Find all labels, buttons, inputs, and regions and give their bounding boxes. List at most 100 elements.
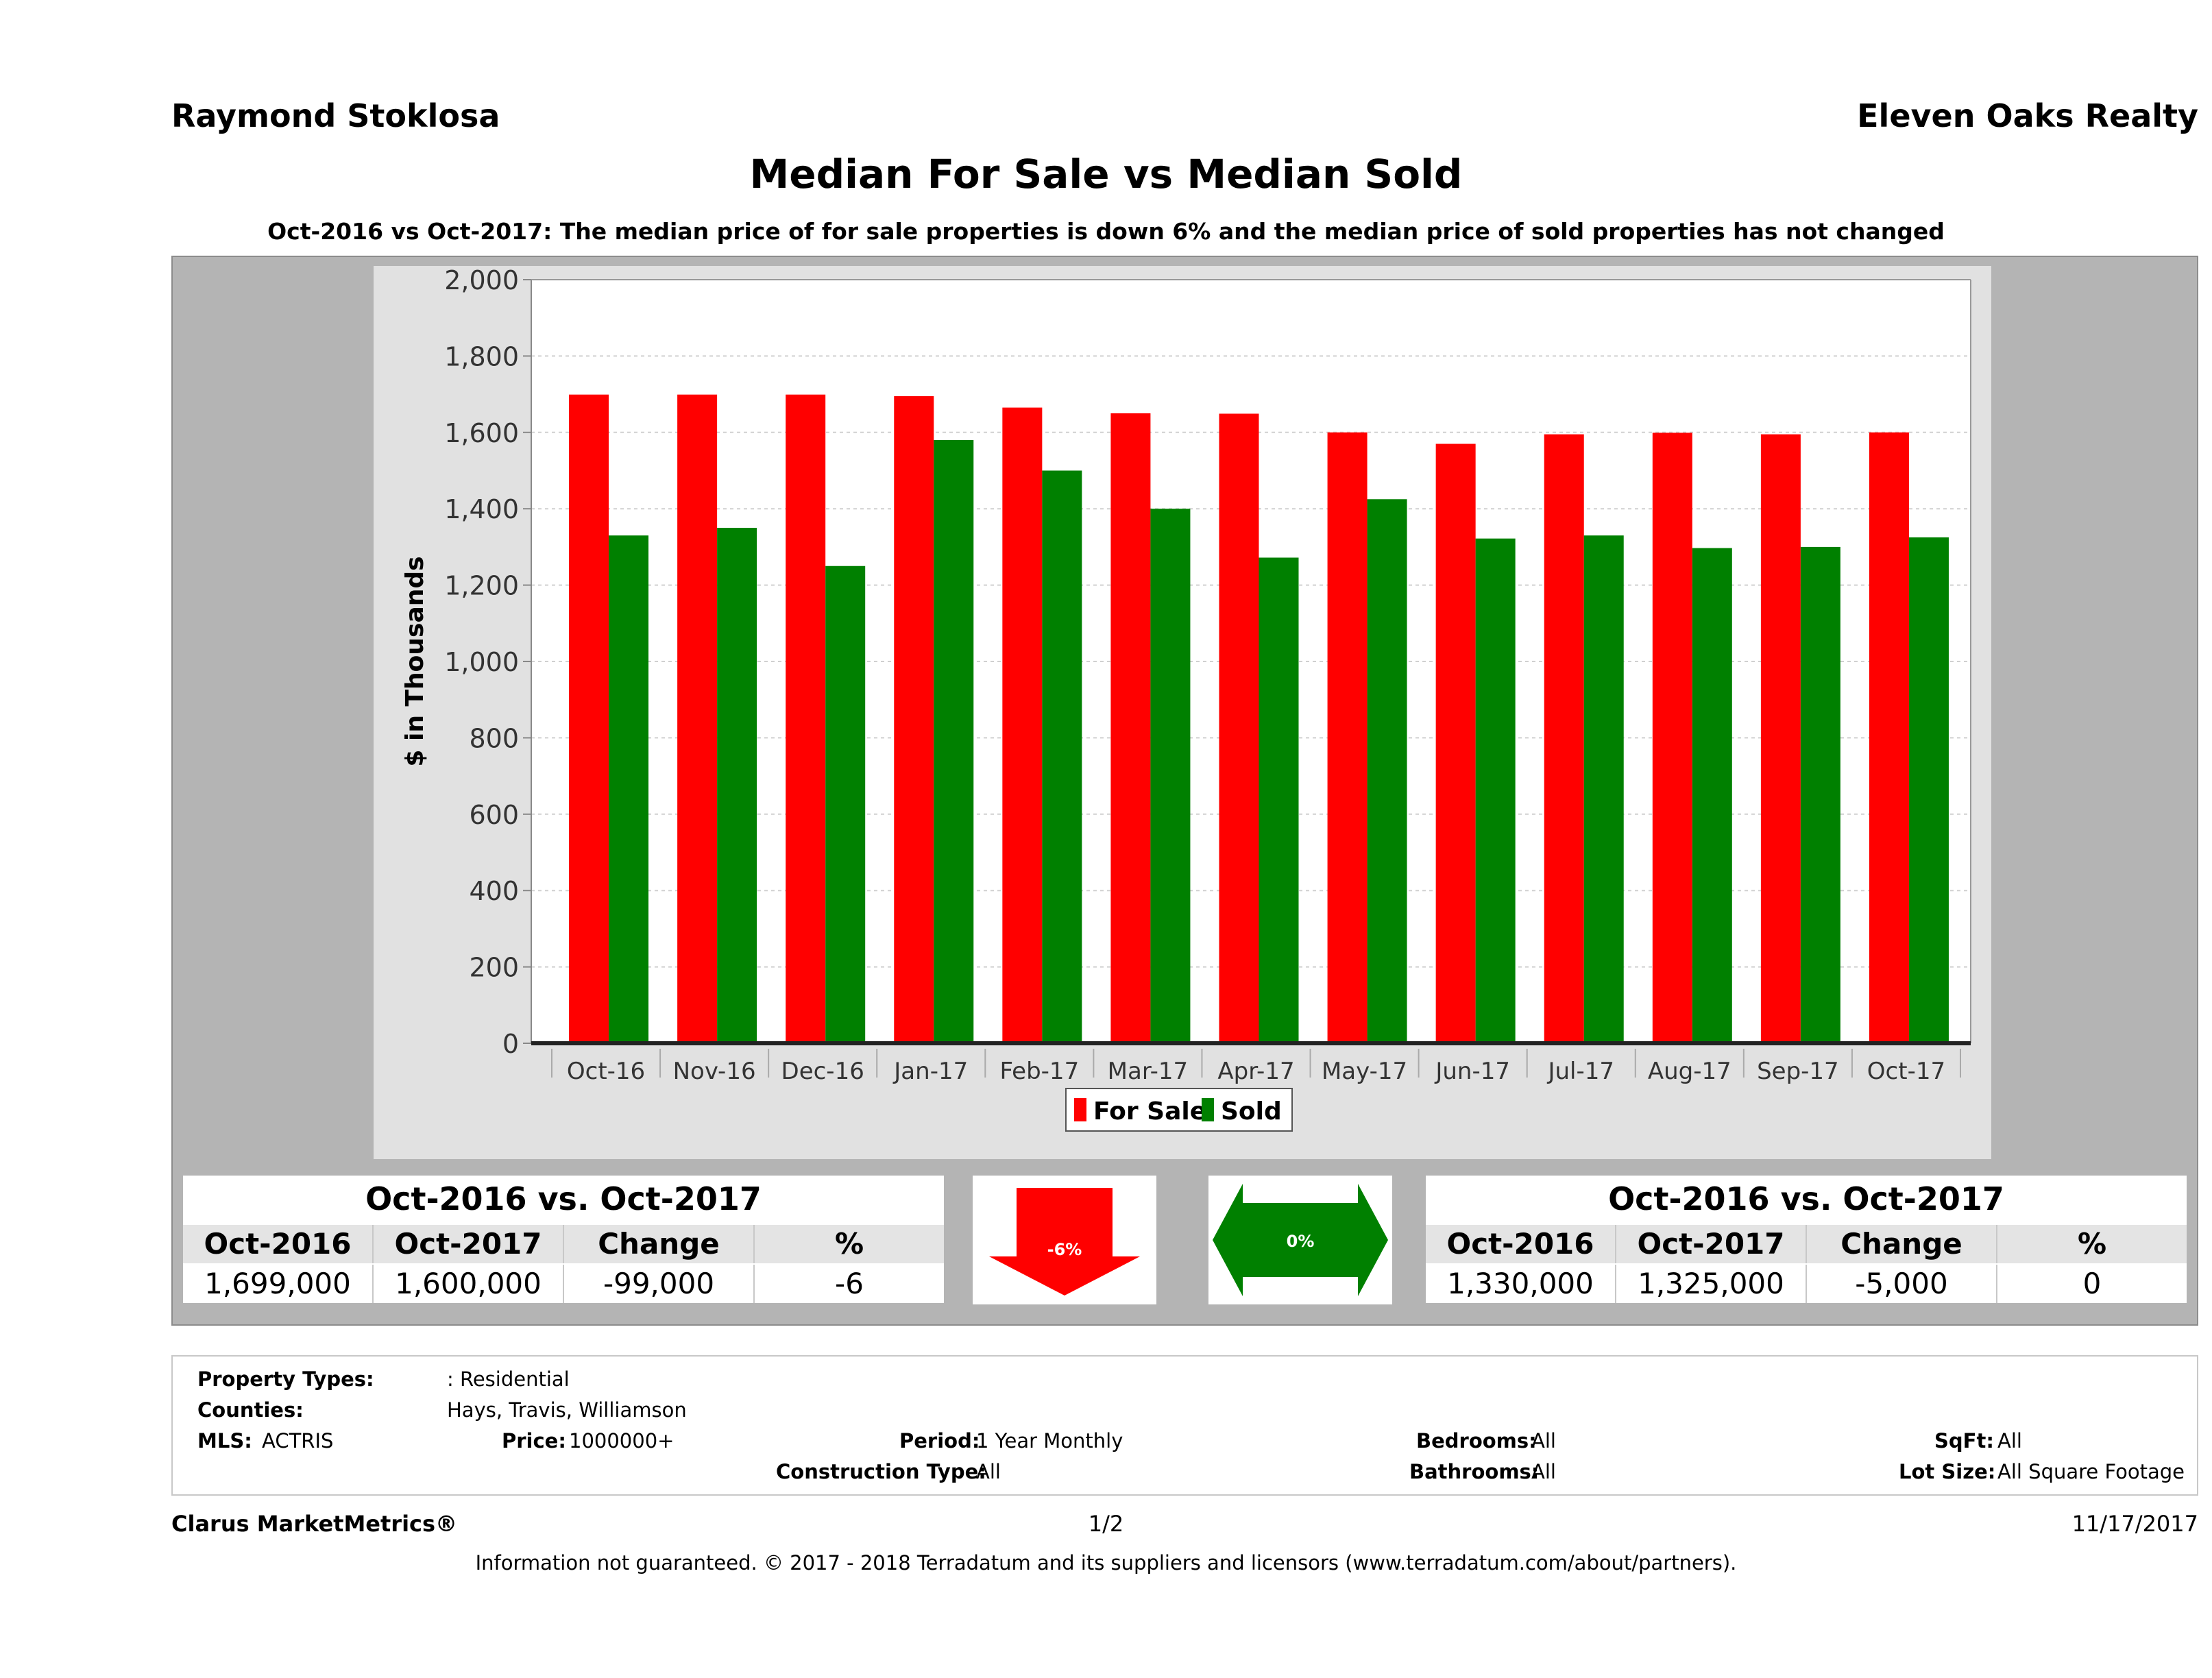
x-tick-label: May-17 xyxy=(1322,1058,1407,1085)
bathrooms-label: Bathrooms: xyxy=(1409,1460,1540,1483)
y-tick-label: 1,000 xyxy=(444,647,519,677)
x-tick-label: Apr-17 xyxy=(1217,1058,1294,1085)
bedrooms-label: Bedrooms: xyxy=(1416,1429,1537,1452)
bar-for-sale xyxy=(1435,443,1476,1043)
legend-swatch-for-sale xyxy=(1074,1098,1086,1121)
y-tick-label: 0 xyxy=(502,1029,519,1059)
y-tick-label: 800 xyxy=(469,723,519,753)
bar-for-sale xyxy=(786,394,826,1043)
bar-sold xyxy=(1583,535,1624,1043)
counties-label: Counties: xyxy=(197,1398,304,1422)
header-change: Change xyxy=(564,1225,755,1263)
bar-sold xyxy=(1908,537,1949,1043)
header-change: Change xyxy=(1807,1225,1997,1263)
bar-sold xyxy=(1367,499,1407,1043)
bedrooms-value: All xyxy=(1531,1429,1556,1452)
y-tick-label: 1,800 xyxy=(444,341,519,372)
sold-summary: Oct-2016 vs. Oct-2017 Oct-2016 Oct-2017 … xyxy=(1426,1176,2187,1303)
y-tick-label: 2,000 xyxy=(444,266,519,295)
bar-for-sale xyxy=(1869,432,1909,1043)
price-label: Price: xyxy=(502,1429,566,1452)
sold-change-indicator: 0% xyxy=(1208,1176,1392,1304)
bar-for-sale xyxy=(1652,433,1692,1043)
for-sale-summary: Oct-2016 vs. Oct-2017 Oct-2016 Oct-2017 … xyxy=(183,1176,944,1303)
bar-for-sale xyxy=(1002,407,1043,1043)
bar-sold xyxy=(1800,546,1840,1043)
for-sale-summary-header: Oct-2016 Oct-2017 Change % xyxy=(183,1225,944,1263)
y-tick-label: 1,600 xyxy=(444,418,519,448)
brand-name: Clarus MarketMetrics® xyxy=(171,1511,458,1537)
x-tick-label: Nov-16 xyxy=(673,1058,756,1085)
y-tick-label: 400 xyxy=(469,876,519,906)
header-percent: % xyxy=(834,1227,864,1261)
value-oct-2016: 1,330,000 xyxy=(1426,1265,1616,1303)
y-tick-label: 1,200 xyxy=(444,571,519,601)
header-percent: % xyxy=(2077,1227,2107,1261)
bar-for-sale xyxy=(677,394,718,1043)
period-label: Period: xyxy=(899,1429,980,1452)
x-tick-label: Jul-17 xyxy=(1546,1058,1614,1085)
bar-for-sale xyxy=(894,396,934,1043)
lot-size-value: All Square Footage xyxy=(1997,1460,2185,1483)
y-tick-label: 200 xyxy=(469,953,519,983)
bar-for-sale xyxy=(1219,413,1259,1043)
bar-for-sale xyxy=(1544,434,1584,1043)
property-types-label: Property Types: xyxy=(197,1367,374,1391)
construction-type-value: All xyxy=(976,1460,1001,1483)
bathrooms-value: All xyxy=(1531,1460,1556,1483)
bar-sold xyxy=(1259,557,1299,1043)
price-value: 1000000+ xyxy=(569,1429,674,1452)
construction-type-label: Construction Type: xyxy=(776,1460,986,1483)
value-change: -5,000 xyxy=(1807,1265,1997,1303)
bar-sold xyxy=(717,528,757,1043)
mls-label: MLS: xyxy=(197,1429,252,1452)
x-tick-label: Jun-17 xyxy=(1434,1058,1510,1085)
page-number: 1/2 xyxy=(1088,1511,1124,1537)
for-sale-summary-values: 1,699,000 1,600,000 -99,000 -6 xyxy=(183,1265,944,1303)
x-tick-label: Feb-17 xyxy=(999,1058,1079,1085)
property-types-value: : Residential xyxy=(447,1367,570,1391)
period-value: 1 Year Monthly xyxy=(976,1429,1123,1452)
bar-for-sale xyxy=(1110,413,1151,1043)
for-sale-change-indicator: -6% xyxy=(973,1176,1156,1304)
value-percent: 0 xyxy=(2082,1267,2102,1300)
legend-label-sold: Sold xyxy=(1221,1097,1282,1126)
double-arrow-icon: 0% xyxy=(1213,1184,1388,1296)
value-oct-2017: 1,325,000 xyxy=(1616,1265,1807,1303)
y-tick-label: 600 xyxy=(469,800,519,830)
value-change: -99,000 xyxy=(564,1265,755,1303)
agent-name: Raymond Stoklosa xyxy=(171,97,500,134)
legend-swatch-sold xyxy=(1202,1098,1214,1121)
x-tick-label: Dec-16 xyxy=(781,1058,864,1085)
down-arrow-icon: -6% xyxy=(989,1188,1140,1296)
header-oct-2017: Oct-2017 xyxy=(374,1225,564,1263)
bar-chart: 0 200 400 600 800 1,000 1,200 1,400 1,600 1,800 2,… xyxy=(401,266,1971,1132)
sold-summary-title: Oct-2016 vs. Oct-2017 xyxy=(1608,1180,2004,1217)
sold-summary-values: 1,330,000 1,325,000 -5,000 0 xyxy=(1426,1265,2187,1303)
header-oct-2016: Oct-2016 xyxy=(1426,1225,1616,1263)
bar-sold xyxy=(1150,509,1191,1043)
bar-sold xyxy=(934,439,974,1043)
bar-sold xyxy=(1042,470,1082,1043)
sold-change-label: 0% xyxy=(1287,1232,1315,1251)
header-oct-2017: Oct-2017 xyxy=(1616,1225,1807,1263)
value-percent: -6 xyxy=(835,1267,864,1300)
y-axis-title: $ in Thousands xyxy=(401,556,429,766)
bar-sold xyxy=(609,535,649,1043)
sqft-value: All xyxy=(1997,1429,2022,1452)
x-tick-label: Sep-17 xyxy=(1757,1058,1839,1085)
value-oct-2017: 1,600,000 xyxy=(374,1265,564,1303)
x-tick-label: Oct-17 xyxy=(1867,1058,1945,1085)
report-subtitle: Oct-2016 vs Oct-2017: The median price o… xyxy=(267,218,1945,245)
for-sale-change-label: -6% xyxy=(1047,1240,1082,1259)
bar-for-sale xyxy=(569,394,609,1043)
y-tick-label: 1,400 xyxy=(444,494,519,524)
x-tick-label: Jan-17 xyxy=(892,1058,968,1085)
bar-for-sale xyxy=(1327,432,1368,1043)
sqft-label: SqFt: xyxy=(1934,1429,1994,1452)
chart-panel: 0 200 400 600 800 1,000 1,200 1,400 1,600 1,800 2,… xyxy=(374,266,1991,1159)
lot-size-label: Lot Size: xyxy=(1899,1460,1996,1483)
sold-summary-header: Oct-2016 Oct-2017 Change % xyxy=(1426,1225,2187,1263)
legend-box xyxy=(1065,1088,1293,1132)
report-criteria: Property Types: : Residential Counties: … xyxy=(171,1355,2198,1496)
